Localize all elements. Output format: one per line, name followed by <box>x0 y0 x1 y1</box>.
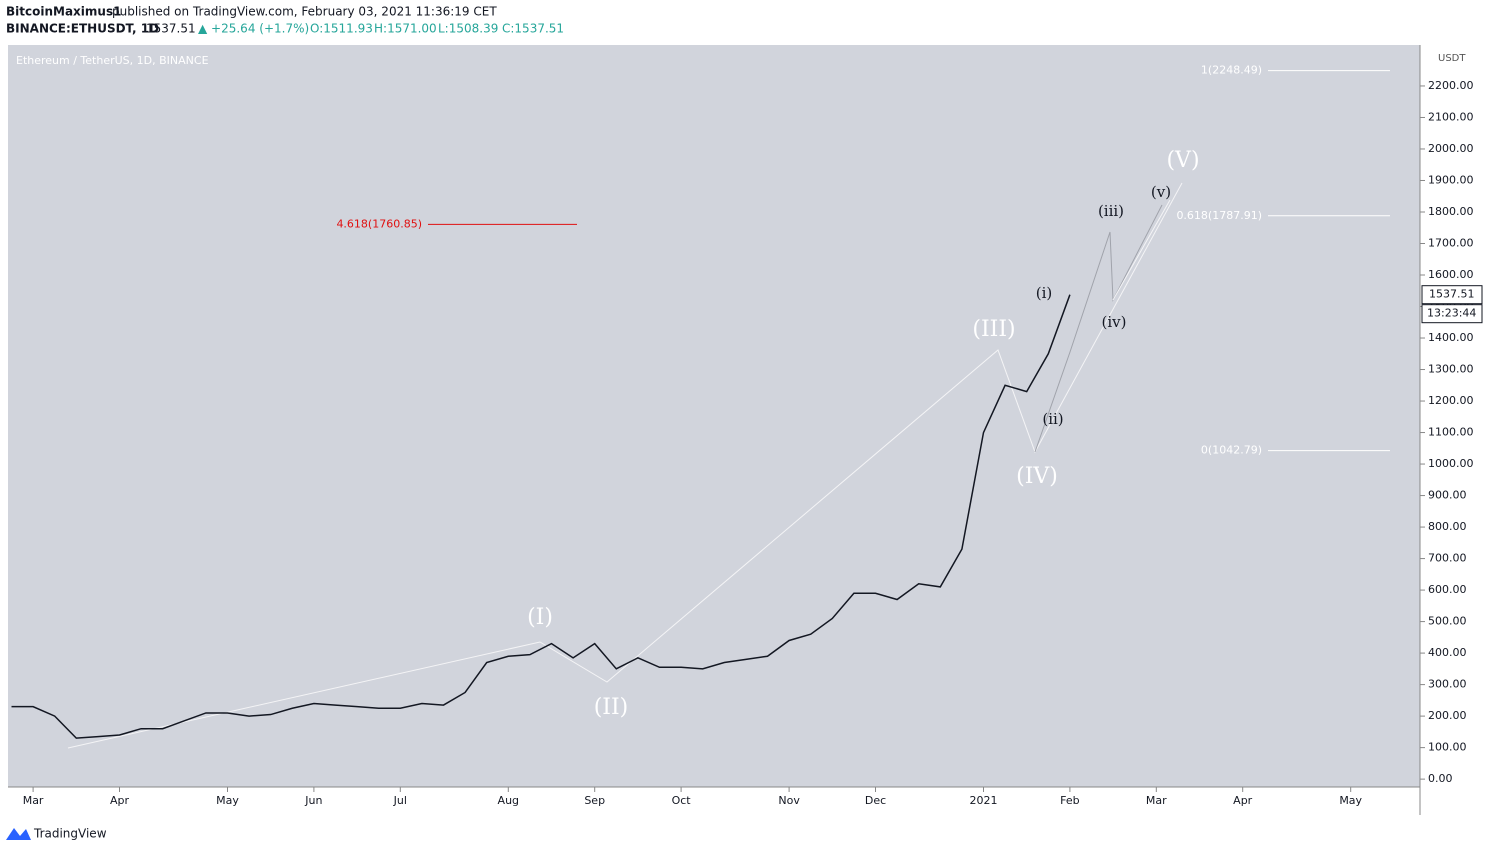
x-tick-label: Dec <box>865 794 886 807</box>
y-tick-label: 2100.00 <box>1428 110 1474 123</box>
x-tick-label: Feb <box>1060 794 1079 807</box>
change: ▲ +25.64 (+1.7%) <box>198 22 309 36</box>
x-tick-label: Sep <box>584 794 605 807</box>
fib-label: 1(2248.49) <box>1201 64 1262 77</box>
x-tick-label: Aug <box>498 794 519 807</box>
fib-label: 0(1042.79) <box>1201 444 1262 457</box>
countdown: 13:23:44 <box>1427 307 1476 320</box>
y-tick-label: 200.00 <box>1428 709 1467 722</box>
x-tick-label: 2021 <box>970 794 998 807</box>
y-tick-label: 2200.00 <box>1428 79 1474 92</box>
symbol: BINANCE:ETHUSDT, 1D <box>6 22 159 36</box>
y-tick-label: 1800.00 <box>1428 205 1474 218</box>
wave-label: (i) <box>1036 284 1053 302</box>
x-tick-label: Apr <box>1233 794 1253 807</box>
high: H:1571.00 <box>374 22 437 36</box>
y-unit: USDT <box>1438 53 1466 64</box>
close: C:1537.51 <box>502 22 564 36</box>
last: 1537.51 <box>146 22 196 36</box>
countdown-box <box>1421 304 1483 324</box>
last-price-label: 1537.51 <box>1429 288 1475 301</box>
y-tick-label: 800.00 <box>1428 520 1467 533</box>
x-tick-label: Nov <box>778 794 800 807</box>
y-tick-label: 100.00 <box>1428 741 1467 754</box>
wave-label: (iii) <box>1098 202 1124 220</box>
y-tick-label: 2000.00 <box>1428 142 1474 155</box>
y-tick-label: 600.00 <box>1428 583 1467 596</box>
wave-label: (II) <box>594 695 629 720</box>
y-tick-label: 1600.00 <box>1428 268 1474 281</box>
y-tick-label: 700.00 <box>1428 552 1467 565</box>
y-tick-label: 300.00 <box>1428 678 1467 691</box>
wave-label: (I) <box>527 605 553 630</box>
wave-label: (IV) <box>1016 464 1058 489</box>
fib-label: 4.618(1760.85) <box>336 217 422 230</box>
x-tick-label: May <box>216 794 239 807</box>
x-tick-label: Apr <box>110 794 130 807</box>
y-tick-label: 500.00 <box>1428 615 1467 628</box>
y-tick-label: 1900.00 <box>1428 173 1474 186</box>
y-tick-label: 900.00 <box>1428 489 1467 502</box>
footer-brand: TradingView <box>33 827 107 841</box>
plot-area <box>8 45 1420 787</box>
wave-label: (III) <box>972 317 1015 342</box>
y-tick-label: 1300.00 <box>1428 363 1474 376</box>
x-tick-label: May <box>1339 794 1362 807</box>
y-tick-label: 0.00 <box>1428 772 1453 785</box>
y-tick-label: 400.00 <box>1428 646 1467 659</box>
wave-label: (V) <box>1166 148 1199 173</box>
x-tick-label: Jun <box>304 794 322 807</box>
price-line <box>11 294 1071 739</box>
y-tick-label: 1100.00 <box>1428 426 1474 439</box>
x-tick-label: Mar <box>1146 794 1167 807</box>
wave-label: (ii) <box>1042 410 1063 428</box>
wave-label: (iv) <box>1102 313 1127 331</box>
y-tick-label: 1700.00 <box>1428 236 1474 249</box>
open: O:1511.93 <box>310 22 373 36</box>
low: L:1508.39 <box>438 22 498 36</box>
published: published on TradingView.com, February 0… <box>112 5 497 19</box>
wave-label: (v) <box>1151 183 1171 201</box>
chart-title: Ethereum / TetherUS, 1D, BINANCE <box>16 54 209 67</box>
x-tick-label: Mar <box>23 794 44 807</box>
y-tick-label: 1200.00 <box>1428 394 1474 407</box>
x-tick-label: Jul <box>393 794 407 807</box>
y-tick-label: 1400.00 <box>1428 331 1474 344</box>
y-tick-label: 1000.00 <box>1428 457 1474 470</box>
x-tick-label: Oct <box>672 794 692 807</box>
logo <box>6 828 31 840</box>
last-price-box <box>1421 285 1483 305</box>
author: BitcoinMaximus1 <box>6 5 121 19</box>
wave-lines <box>67 182 1183 749</box>
fib-label: 0.618(1787.91) <box>1176 209 1262 222</box>
